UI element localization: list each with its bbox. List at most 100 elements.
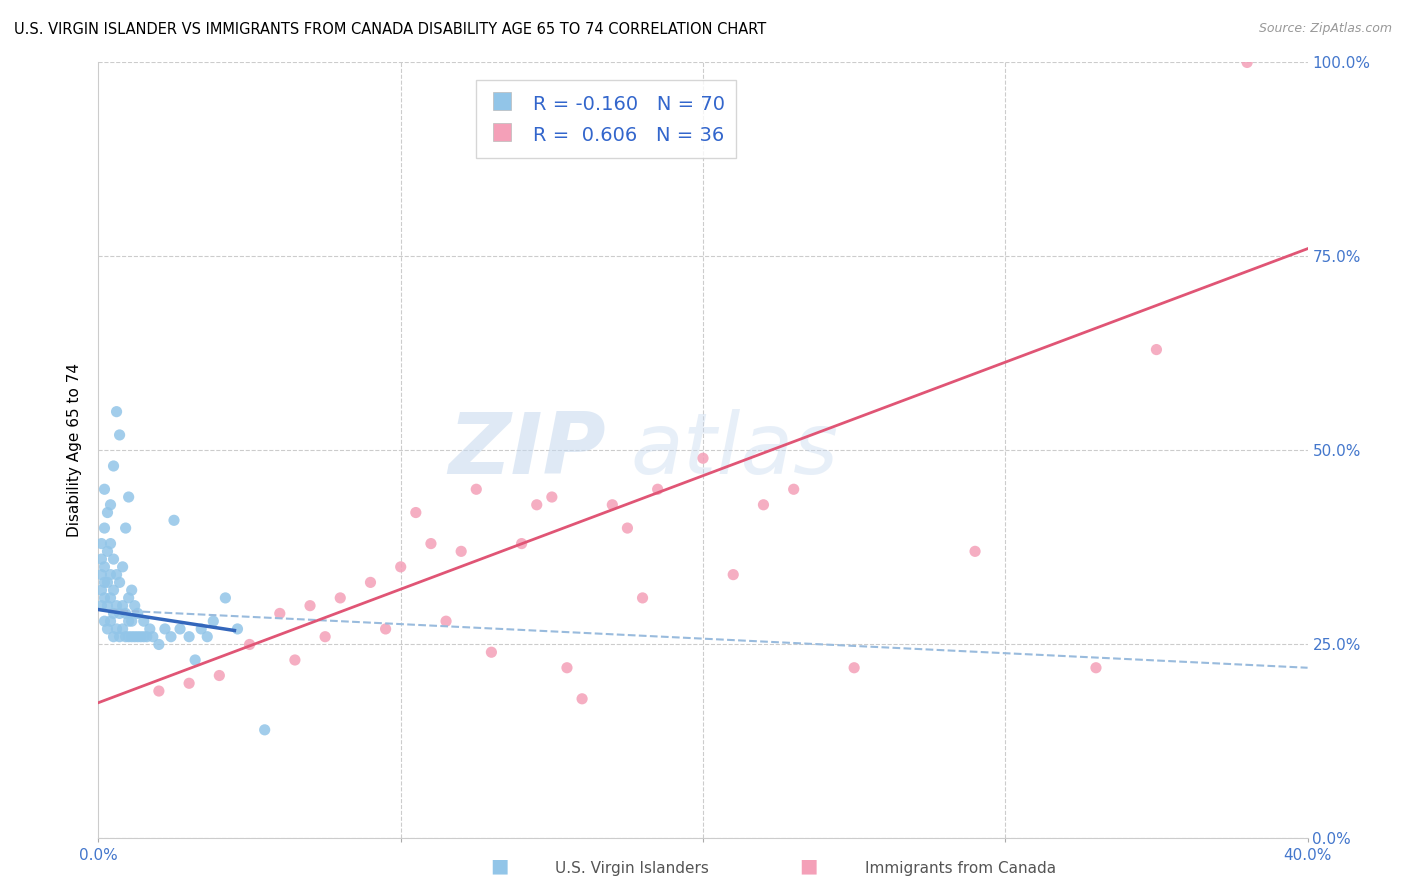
Point (100, 536, 122, 550)
Point (114, 607, 136, 621)
Point (450, 544, 472, 558)
Point (108, 607, 131, 621)
Point (160, 630, 183, 644)
Point (118, 614, 141, 628)
Point (184, 653, 207, 667)
Point (90, 599, 112, 613)
Point (314, 630, 336, 644)
Text: atlas: atlas (630, 409, 838, 492)
Point (389, 560, 412, 574)
Point (105, 405, 128, 419)
Point (202, 614, 225, 628)
Point (752, 498, 775, 512)
Point (253, 723, 276, 737)
Point (1236, 55, 1258, 70)
Point (299, 599, 322, 613)
Text: Immigrants from Canada: Immigrants from Canada (865, 861, 1056, 876)
Point (93, 483, 115, 497)
Text: U.S. VIRGIN ISLANDER VS IMMIGRANTS FROM CANADA DISABILITY AGE 65 TO 74 CORRELATI: U.S. VIRGIN ISLANDER VS IMMIGRANTS FROM … (14, 22, 766, 37)
Point (103, 607, 125, 621)
Point (93, 591, 115, 605)
Point (127, 630, 149, 644)
Point (132, 630, 155, 644)
Point (127, 607, 149, 621)
Point (163, 513, 186, 527)
Point (111, 599, 134, 613)
Point (571, 691, 593, 706)
Point (555, 661, 578, 675)
Point (329, 591, 352, 605)
Point (90, 552, 112, 566)
Point (510, 536, 533, 550)
Point (526, 498, 548, 512)
Point (100, 498, 122, 512)
Point (105, 622, 128, 636)
Point (481, 645, 503, 659)
Point (96, 506, 118, 520)
Point (208, 668, 231, 682)
Point (965, 544, 987, 558)
Point (103, 583, 125, 598)
Point (118, 591, 141, 605)
Text: ZIP: ZIP (449, 409, 606, 492)
Point (190, 622, 212, 636)
Point (93, 575, 115, 590)
Point (139, 622, 162, 636)
Point (118, 490, 141, 504)
Point (114, 630, 136, 644)
Point (108, 428, 131, 442)
Point (132, 614, 155, 628)
Point (540, 490, 562, 504)
Point (100, 614, 122, 628)
Y-axis label: Disability Age 65 to 74: Disability Age 65 to 74 (67, 363, 83, 538)
Point (111, 560, 134, 574)
Point (239, 637, 262, 651)
Point (616, 521, 638, 535)
Point (783, 483, 806, 497)
Point (148, 637, 170, 651)
Point (114, 521, 136, 535)
Point (129, 630, 152, 644)
Point (269, 607, 291, 621)
Point (405, 506, 427, 520)
Point (465, 483, 488, 497)
Point (226, 622, 249, 636)
Point (844, 661, 866, 675)
Point (111, 622, 134, 636)
Point (103, 552, 125, 566)
Point (96, 599, 118, 613)
Point (93, 614, 115, 628)
Point (108, 575, 131, 590)
Point (96, 544, 118, 558)
Point (284, 653, 307, 667)
Point (103, 458, 125, 473)
Point (1085, 661, 1108, 675)
Point (179, 676, 201, 690)
Point (100, 567, 122, 582)
Point (214, 591, 236, 605)
Point (100, 591, 122, 605)
Point (124, 599, 146, 613)
Point (108, 630, 131, 644)
Point (90, 567, 112, 582)
Point (647, 483, 669, 497)
Text: U.S. Virgin Islanders: U.S. Virgin Islanders (555, 861, 709, 876)
Point (179, 630, 201, 644)
Text: ■: ■ (799, 857, 818, 876)
Point (118, 630, 141, 644)
Point (121, 630, 143, 644)
Point (602, 498, 624, 512)
Point (96, 622, 118, 636)
Point (93, 521, 115, 535)
Point (153, 622, 176, 636)
Point (692, 451, 714, 466)
Point (374, 622, 396, 636)
Point (105, 567, 128, 582)
Point (105, 599, 128, 613)
Point (148, 684, 170, 698)
Point (434, 614, 457, 628)
Point (631, 591, 654, 605)
Point (420, 536, 443, 550)
Point (121, 614, 143, 628)
Point (723, 567, 745, 582)
